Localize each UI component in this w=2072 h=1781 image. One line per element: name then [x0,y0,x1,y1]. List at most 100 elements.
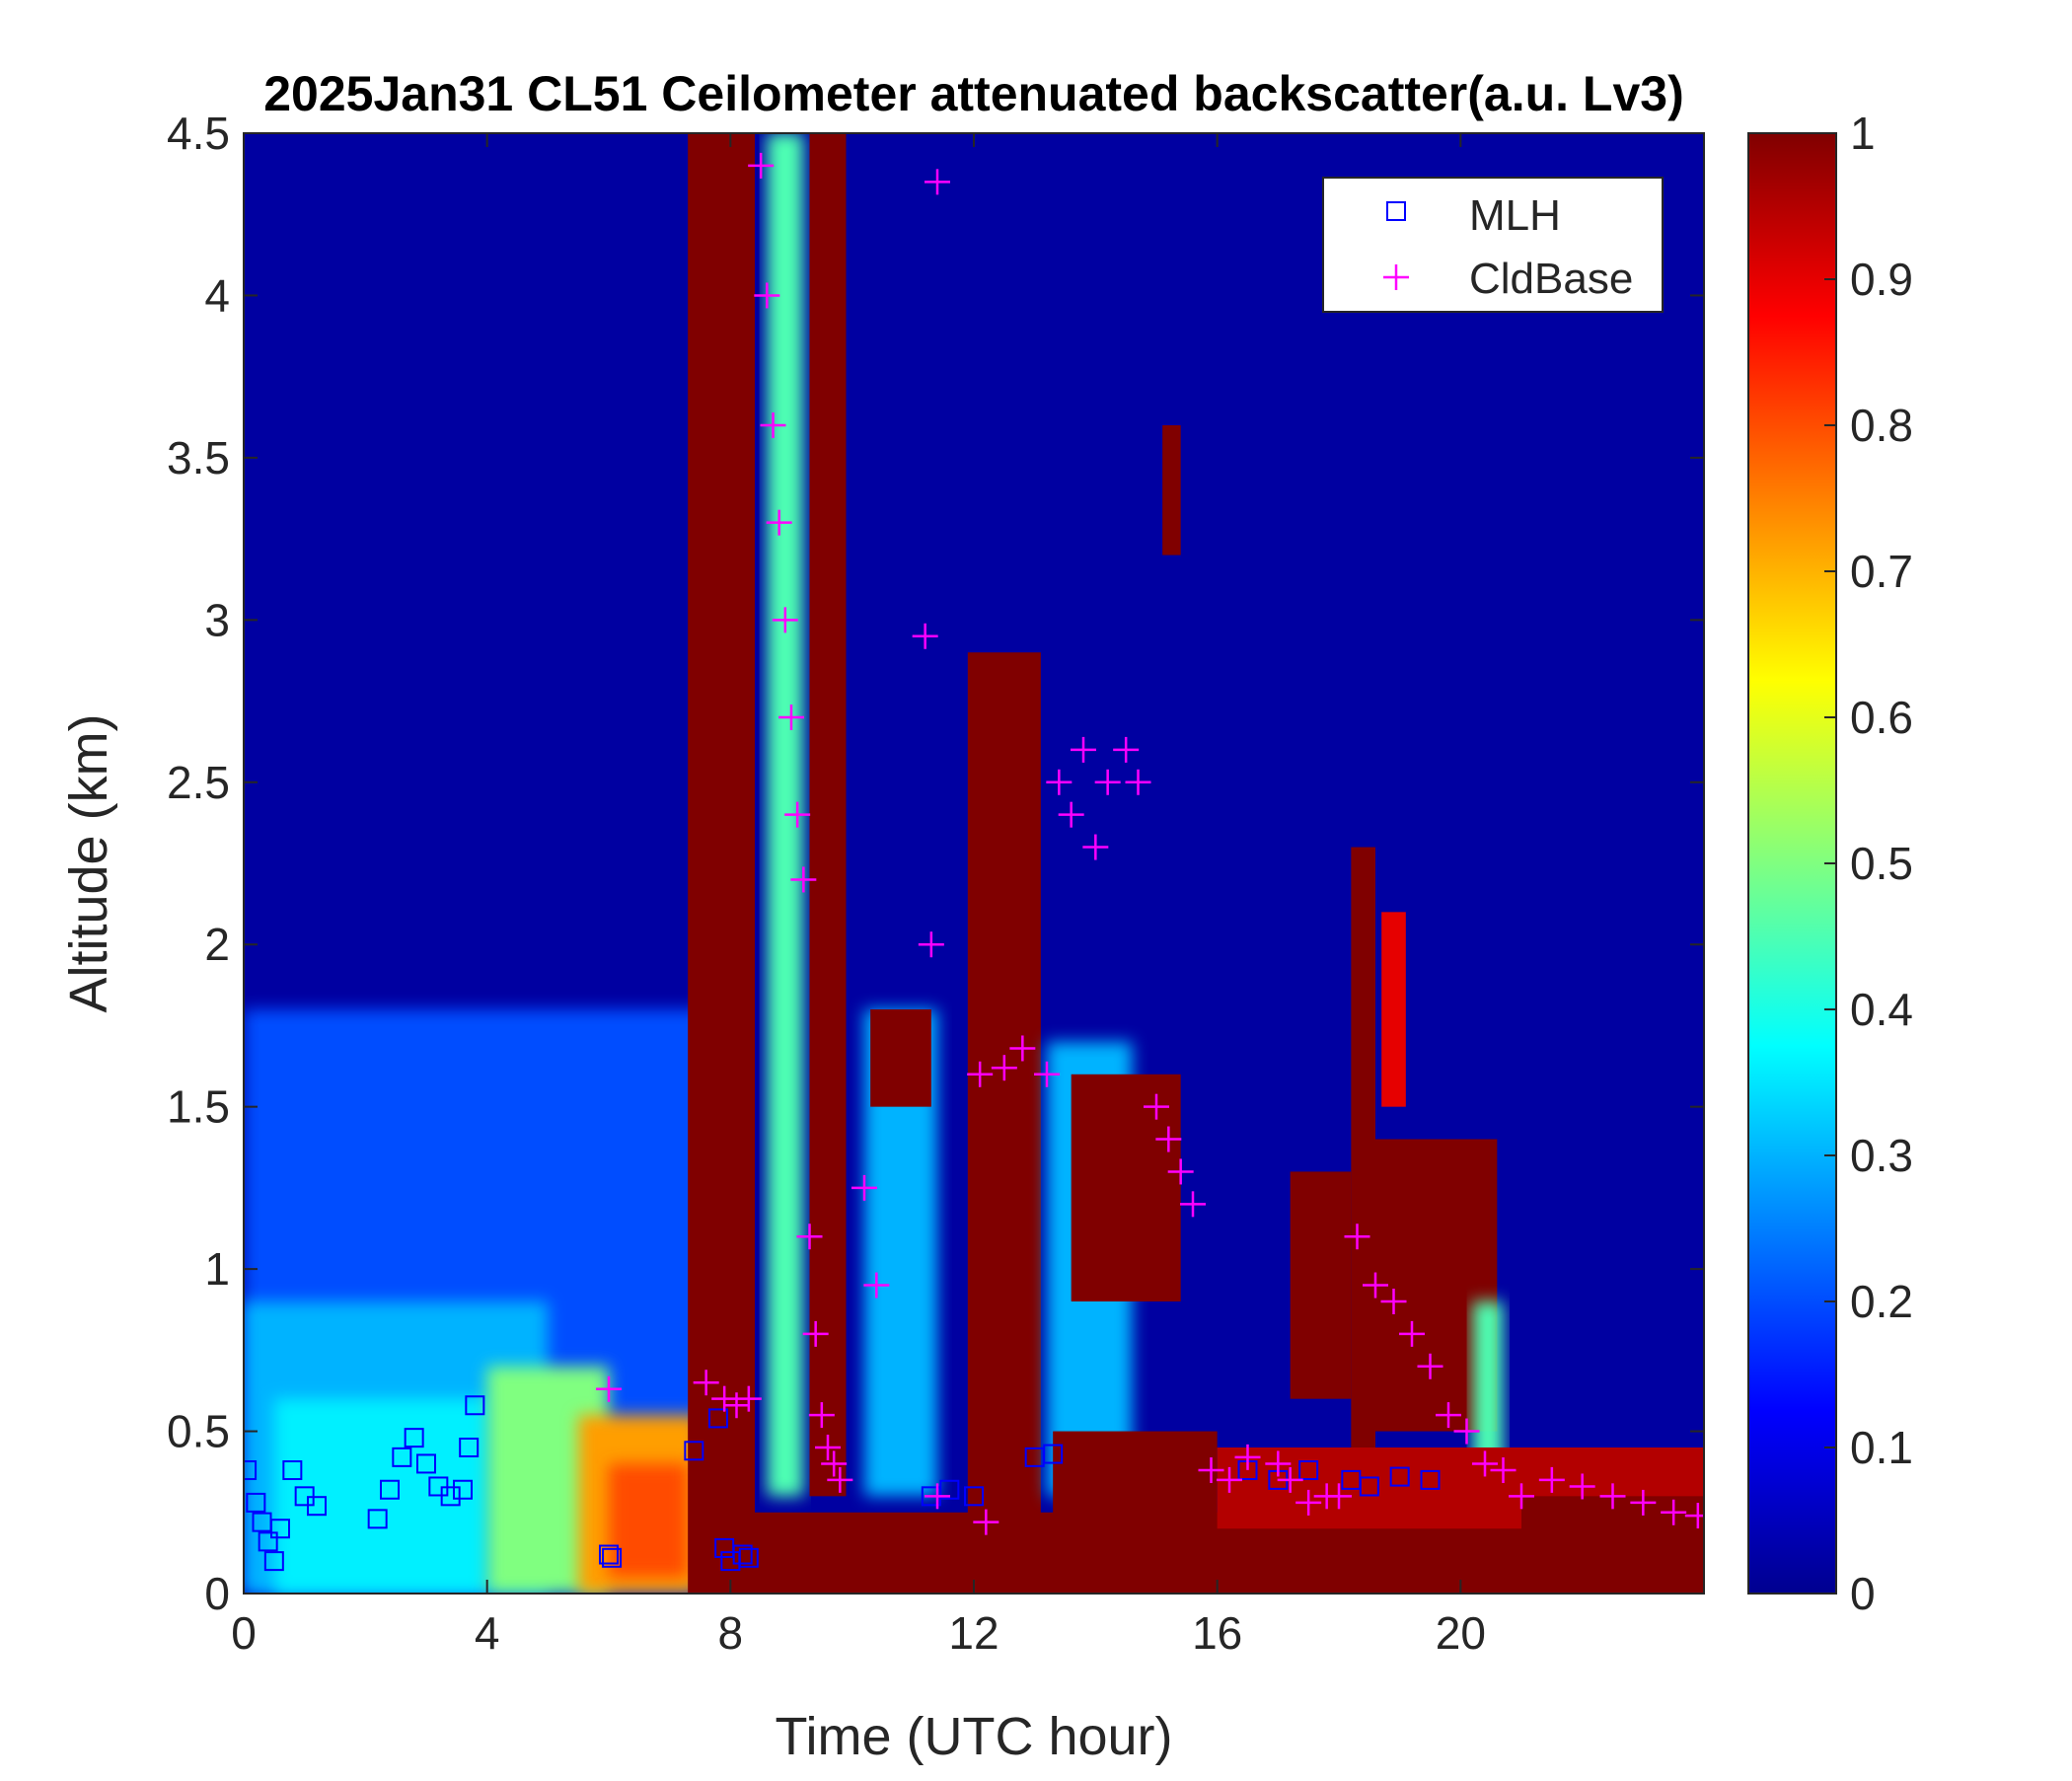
x-tick-label: 0 [231,1607,257,1659]
mlh-marker [1298,1460,1319,1481]
colorbar-tick-label: 0.5 [1850,838,1913,889]
mlh-marker [599,1544,619,1565]
legend-cldbase-marker [1383,264,1409,290]
cldbase-marker [1071,736,1096,763]
cldbase-marker [863,1272,890,1299]
cldbase-marker [1234,1444,1261,1470]
y-tick-label: 3.5 [167,432,230,483]
mlh-marker [404,1428,424,1448]
mlh-marker [392,1447,412,1467]
y-axis-label: Altitude (km) [59,713,118,1012]
cldbase-marker [1490,1457,1517,1484]
chart-title: 2025Jan31 CL51 Ceilometer attenuated bac… [263,66,1684,121]
cldbase-marker [1217,1466,1242,1493]
colorbar-tick-label: 0.2 [1850,1276,1913,1327]
colorbar-ticks: 0 0.1 0.2 0.3 0.4 0.5 0.6 0.7 0.8 0.9 1 [1824,108,1913,1619]
cldbase-marker [991,1055,1017,1081]
field-region-16 [1162,425,1181,556]
cldbase-marker [1399,1320,1425,1347]
colorbar-tick-label: 0 [1850,1568,1876,1619]
cldbase-marker [1509,1483,1534,1510]
cldbase-marker [1198,1457,1224,1484]
cldbase-marker [925,169,950,195]
colorbar-tick-label: 1 [1850,108,1876,159]
mlh-marker [367,1509,388,1529]
cldbase-marker [1599,1483,1626,1510]
colorbar-tick-label: 0.1 [1850,1422,1913,1473]
cldbase-marker [1046,769,1073,795]
field-region-9 [809,133,847,1497]
mlh-marker [738,1547,759,1568]
cldbase-marker [1417,1353,1443,1379]
mlh-marker [440,1486,461,1507]
mlh-marker [1389,1466,1410,1487]
cldbase-marker [784,801,811,828]
cldbase-marker [1082,834,1109,860]
cldbase-marker [1167,1158,1194,1185]
x-axis-label: Time (UTC hour) [775,1707,1172,1766]
cldbase-marker [912,623,938,649]
colorbar-tick-label: 0.3 [1850,1130,1913,1181]
cldbase-marker [821,1450,848,1477]
cldbase-marker [925,1483,950,1510]
field-region-7 [688,133,755,1594]
mlh-marker [246,1492,266,1513]
cldbase-marker [802,1320,829,1347]
mlh-marker [307,1496,327,1517]
field-region-17 [1290,1171,1352,1399]
mlh-marker [270,1519,290,1539]
x-tick-label: 4 [475,1607,500,1659]
cldbase-marker [790,866,817,893]
mlh-marker [964,1486,984,1507]
colorbar-tick-label: 0.7 [1850,546,1913,597]
x-tick-label: 16 [1192,1607,1242,1659]
cldbase-marker [918,931,944,958]
legend-mlh-label: MLH [1469,191,1561,240]
cldbase-marker [711,1385,738,1412]
mlh-marker [1420,1469,1441,1490]
x-tick-label: 20 [1436,1607,1486,1659]
mlh-marker [1359,1476,1379,1497]
colorbar-tick-label: 0.4 [1850,984,1913,1035]
cldbase-marker [1265,1450,1292,1477]
cldbase-marker [772,607,798,633]
y-tick-label: 2.5 [167,757,230,808]
mlh-marker [258,1531,278,1552]
mlh-marker [684,1441,704,1461]
cldbase-marker [735,1385,762,1412]
colorbar-tick-label: 0.9 [1850,254,1913,305]
field-region-11 [870,1009,931,1107]
mlh-marker [602,1547,623,1568]
cldbase-marker [1295,1489,1322,1516]
cldbase-marker [967,1061,994,1087]
cldbase-marker [1344,1224,1370,1250]
cldbase-marker [1058,801,1084,828]
cldbase-marker [1538,1466,1565,1493]
cldbase-marker [723,1392,750,1419]
cldbase-marker [796,1224,823,1250]
cldbase-marker [1380,1289,1407,1314]
cldbase-marker [1569,1473,1595,1500]
y-tick-label: 4.5 [167,108,230,159]
cldbase-marker [973,1509,999,1535]
cldbase-marker [1363,1272,1388,1299]
legend-mlh-marker [1386,201,1406,221]
y-tick-label: 1.5 [167,1081,230,1133]
mlh-marker [282,1460,303,1481]
cldbase-marker [596,1375,622,1402]
backscatter-field [244,133,1704,1594]
x-tick-label: 8 [718,1607,744,1659]
cldbase-marker [1453,1418,1480,1445]
cldbase-marker [1180,1191,1206,1218]
y-tick-label: 4 [204,269,230,321]
colorbar-tick-label: 0.6 [1850,692,1913,743]
y-tick-label: 2 [204,919,230,970]
cldbase-marker [748,152,775,179]
legend-cldbase-label: CldBase [1469,255,1633,303]
mlh-marker [380,1479,400,1500]
cldbase-marker [851,1174,877,1201]
mlh-marker [939,1479,960,1500]
cldbase-marker [1326,1483,1352,1510]
